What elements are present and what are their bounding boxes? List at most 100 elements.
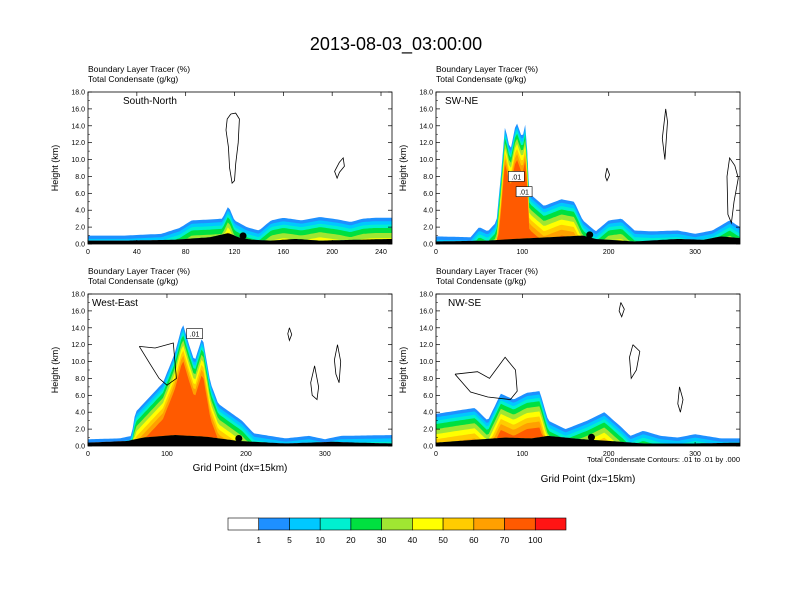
terrain	[88, 233, 392, 244]
x-tick-label: 100	[517, 451, 529, 458]
y-tick-label: 14.0	[71, 325, 85, 332]
svg-text:.01: .01	[511, 174, 521, 181]
panel-label: South-North	[123, 96, 177, 107]
condensate-contour	[726, 156, 739, 225]
colorbar-swatch	[289, 517, 321, 531]
x-tick-label: 40	[133, 249, 141, 256]
y-tick-label: 10.0	[71, 359, 85, 366]
contour-label: .01	[186, 328, 203, 339]
y-tick-label: 10.0	[71, 157, 85, 164]
y-tick-label: 18.0	[419, 90, 433, 97]
y-axis-label: Height (km)	[398, 145, 408, 192]
y-tick-label: 12.0	[419, 342, 433, 349]
y-tick-label: 4.0	[75, 208, 85, 215]
y-tick-label: 6.0	[75, 393, 85, 400]
colorbar-swatch	[381, 517, 413, 531]
contour-label: .01	[515, 186, 533, 197]
header-tracer: Boundary Layer Tracer (%)	[88, 64, 190, 74]
colorbar-swatch	[319, 517, 352, 531]
y-tick-label: 8.0	[423, 376, 433, 383]
y-tick-label: 14.0	[419, 325, 433, 332]
x-tick-label: 100	[517, 249, 529, 256]
x-tick-label: 100	[161, 451, 173, 458]
colorbar-swatch	[442, 517, 475, 531]
contour-label: .01	[508, 171, 525, 182]
x-tick-label: 0	[434, 249, 438, 256]
y-tick-label: 18.0	[71, 90, 85, 97]
station-marker	[235, 434, 243, 442]
svg-text:.01: .01	[519, 190, 529, 197]
colorbar-swatch	[473, 517, 505, 531]
colorbar: 1 5 10 20 30 40 50 60 70 100	[227, 517, 567, 545]
x-tick-label: 240	[375, 249, 387, 256]
header-tracer: Boundary Layer Tracer (%)	[88, 266, 190, 276]
colorbar-label: 10	[315, 535, 325, 545]
y-tick-label: 0.0	[75, 444, 85, 451]
tracer-layer	[88, 222, 392, 241]
y-tick-label: 2.0	[423, 427, 433, 434]
y-axis-label: Height (km)	[50, 347, 60, 394]
y-tick-label: 16.0	[71, 106, 85, 113]
panel-sw-ne: Boundary Layer Tracer (%)Total Condensat…	[398, 64, 741, 256]
condensate-contour	[333, 344, 342, 383]
tracer-layer	[88, 227, 392, 241]
y-tick-label: 8.0	[75, 174, 85, 181]
x-tick-label: 300	[689, 249, 701, 256]
y-tick-label: 10.0	[419, 359, 433, 366]
colorbar-label: 5	[287, 535, 292, 545]
panel-frame	[435, 91, 741, 245]
station-marker	[587, 433, 595, 441]
y-tick-label: 16.0	[71, 308, 85, 315]
tracer-layer	[436, 421, 740, 444]
condensate-contour	[661, 108, 668, 160]
plot-area	[88, 112, 392, 244]
y-tick-label: 16.0	[419, 106, 433, 113]
tracer-layer	[436, 123, 740, 242]
colorbar-label: 60	[469, 535, 479, 545]
condensate-contour	[310, 365, 320, 401]
y-tick-label: 6.0	[423, 393, 433, 400]
y-tick-label: 8.0	[75, 376, 85, 383]
x-tick-label: 120	[229, 249, 241, 256]
station-marker	[586, 231, 594, 239]
header-condensate: Total Condensate (g/kg)	[88, 276, 178, 286]
y-tick-label: 10.0	[419, 157, 433, 164]
panel-label: NW-SE	[448, 298, 481, 309]
x-axis-label: Grid Point (dx=15km)	[193, 463, 288, 474]
x-tick-label: 200	[603, 451, 615, 458]
condensate-contour	[334, 156, 345, 180]
x-tick-label: 300	[319, 451, 331, 458]
x-tick-label: 160	[277, 249, 289, 256]
colorbar-label: 100	[528, 535, 542, 545]
y-axis-label: Height (km)	[50, 145, 60, 192]
x-tick-label: 200	[603, 249, 615, 256]
header-tracer: Boundary Layer Tracer (%)	[436, 266, 538, 276]
x-tick-label: 200	[240, 451, 252, 458]
colorbar-label: 30	[377, 535, 387, 545]
y-tick-label: 2.0	[75, 427, 85, 434]
panel-nw-se: Boundary Layer Tracer (%)Total Condensat…	[398, 266, 741, 485]
y-tick-label: 16.0	[419, 308, 433, 315]
y-tick-label: 14.0	[71, 123, 85, 130]
y-tick-label: 4.0	[75, 410, 85, 417]
tracer-layer	[436, 127, 740, 242]
colorbar-swatch	[412, 517, 444, 531]
svg-text:.01: .01	[190, 332, 200, 339]
header-condensate: Total Condensate (g/kg)	[436, 276, 526, 286]
panel-label: SW-NE	[445, 96, 478, 107]
x-tick-label: 300	[689, 451, 701, 458]
panel-south-north: Boundary Layer Tracer (%)Total Condensat…	[50, 64, 393, 256]
panels: Boundary Layer Tracer (%)Total Condensat…	[50, 64, 741, 485]
colorbar-swatch	[227, 517, 260, 531]
station-marker	[239, 232, 247, 240]
y-tick-label: 14.0	[419, 123, 433, 130]
y-tick-label: 6.0	[75, 191, 85, 198]
y-tick-label: 6.0	[423, 191, 433, 198]
y-tick-label: 8.0	[423, 174, 433, 181]
y-axis-label: Height (km)	[398, 347, 408, 394]
panel-west-east: Boundary Layer Tracer (%)Total Condensat…	[50, 266, 393, 474]
y-tick-label: 2.0	[75, 225, 85, 232]
colorbar-swatch	[350, 517, 382, 531]
panel-label: West-East	[92, 298, 138, 309]
